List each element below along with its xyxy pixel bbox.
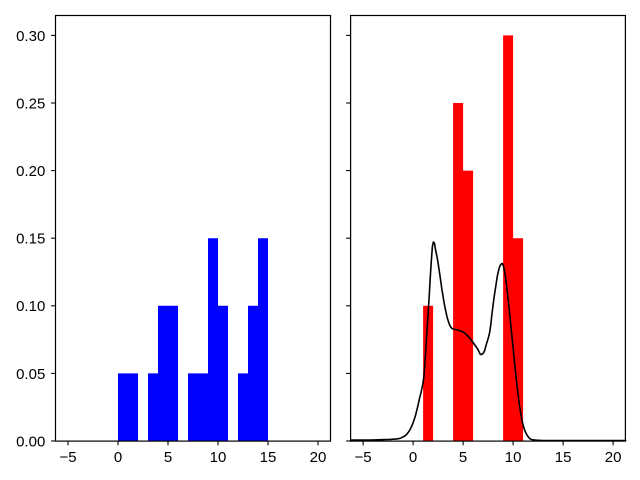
svg-text:0.10: 0.10 (16, 298, 45, 315)
svg-text:15: 15 (260, 449, 277, 466)
svg-text:10: 10 (505, 449, 522, 466)
svg-text:−5: −5 (59, 449, 76, 466)
svg-text:5: 5 (164, 449, 172, 466)
svg-text:−5: −5 (355, 449, 372, 466)
svg-text:5: 5 (459, 449, 467, 466)
svg-text:0.25: 0.25 (16, 95, 45, 112)
svg-text:0.05: 0.05 (16, 366, 45, 383)
svg-text:10: 10 (210, 449, 227, 466)
svg-text:20: 20 (605, 449, 622, 466)
svg-text:20: 20 (310, 449, 327, 466)
svg-text:15: 15 (555, 449, 572, 466)
svg-text:0.00: 0.00 (16, 433, 45, 450)
svg-text:0.30: 0.30 (16, 28, 45, 45)
svg-text:0.20: 0.20 (16, 163, 45, 180)
svg-text:0: 0 (114, 449, 122, 466)
svg-text:0.15: 0.15 (16, 231, 45, 248)
svg-text:0: 0 (409, 449, 417, 466)
